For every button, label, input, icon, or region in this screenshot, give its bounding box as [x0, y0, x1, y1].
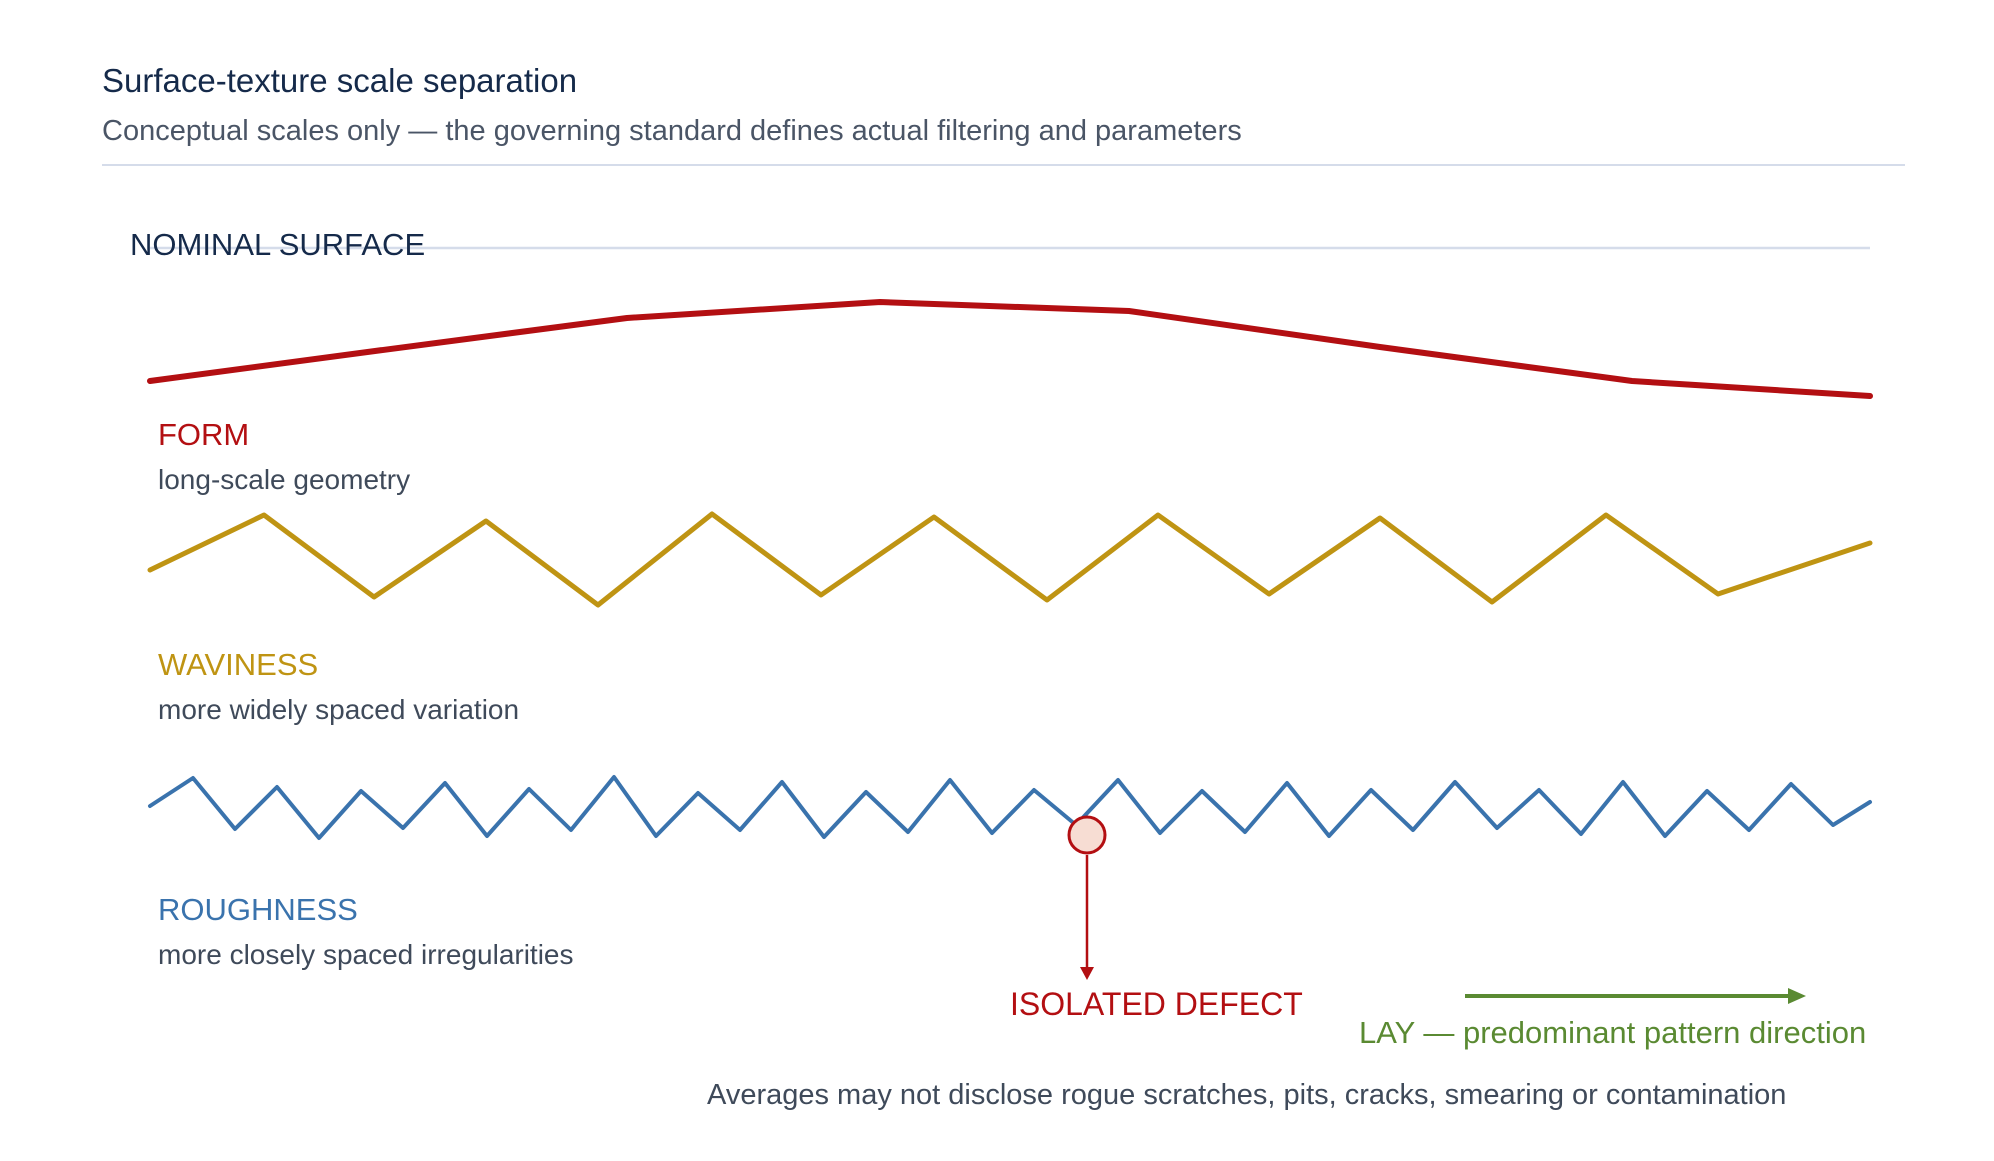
- roughness-profile: [148, 775, 1872, 840]
- page-subtitle: Conceptual scales only — the governing s…: [102, 115, 1242, 147]
- defect-label: ISOLATED DEFECT: [1010, 986, 1303, 1022]
- defect-arrowhead: [1080, 967, 1094, 980]
- form-profile: [147, 299, 1873, 399]
- waviness-description: more widely spaced variation: [158, 694, 520, 725]
- form-description: long-scale geometry: [158, 464, 411, 495]
- lay-label: LAY — predominant pattern direction: [1359, 1015, 1867, 1050]
- waviness-label: WAVINESS: [158, 647, 319, 682]
- page-title: Surface-texture scale separation: [102, 62, 578, 99]
- waviness-profile: [147, 511, 1873, 608]
- roughness-label: ROUGHNESS: [158, 892, 358, 927]
- form-label: FORM: [158, 417, 250, 452]
- footnote: Averages may not disclose rogue scratche…: [707, 1079, 1787, 1111]
- lay-arrowhead: [1788, 988, 1806, 1004]
- defect-marker: [1067, 815, 1107, 855]
- roughness-description: more closely spaced irregularities: [158, 939, 574, 970]
- nominal-surface-label: NOMINAL SURFACE: [130, 227, 426, 262]
